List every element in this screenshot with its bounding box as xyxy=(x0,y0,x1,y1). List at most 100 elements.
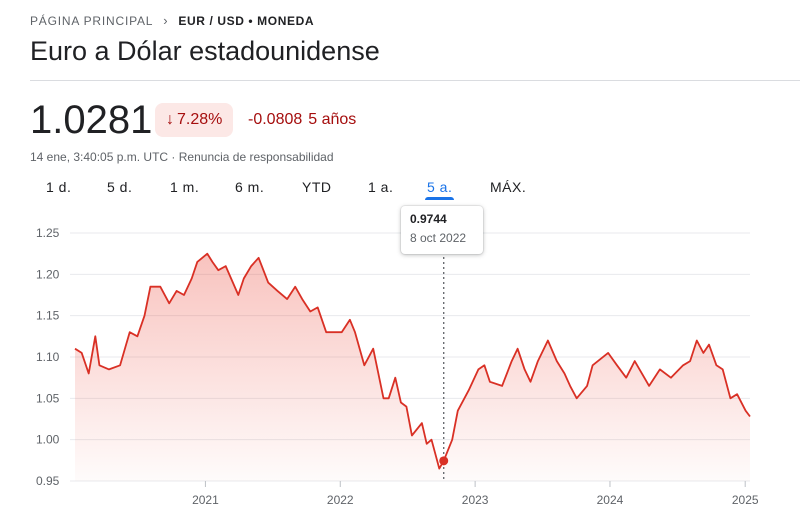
data-point xyxy=(388,397,390,399)
marker-dot xyxy=(439,456,449,466)
data-point xyxy=(634,360,636,362)
data-point xyxy=(301,298,303,300)
page-title: Euro a Dólar estadounidense xyxy=(30,36,380,66)
x-tick-label: 2025 xyxy=(732,493,759,507)
chart-tooltip: 0.9744 8 oct 2022 xyxy=(401,206,483,254)
breadcrumb-home-link[interactable]: PÁGINA PRINCIPAL xyxy=(30,13,154,28)
arrow-down-icon: ↓ xyxy=(166,111,174,128)
change-absolute-value: -0.0808 xyxy=(248,111,303,128)
data-point xyxy=(736,393,738,395)
data-point xyxy=(286,298,288,300)
data-point xyxy=(708,344,710,346)
data-point xyxy=(537,360,539,362)
change-absolute: -0.0808 5 años xyxy=(248,111,362,129)
data-point xyxy=(129,331,131,333)
data-point xyxy=(616,364,618,366)
data-point xyxy=(191,278,193,280)
x-tick-label: 2024 xyxy=(597,493,624,507)
data-point xyxy=(168,302,170,304)
tab-5y[interactable]: 5 a. xyxy=(424,172,455,202)
data-point xyxy=(108,369,110,371)
data-point xyxy=(225,265,227,267)
data-point xyxy=(484,364,486,366)
y-tick-label: 1.05 xyxy=(36,391,60,405)
data-point xyxy=(530,381,532,383)
y-tick-label: 1.15 xyxy=(36,309,60,323)
data-point xyxy=(206,253,208,255)
data-point xyxy=(277,290,279,292)
header-divider xyxy=(30,80,800,81)
data-point xyxy=(159,286,161,288)
data-point xyxy=(250,265,252,267)
data-point xyxy=(309,311,311,313)
data-point xyxy=(696,340,698,342)
data-point xyxy=(682,364,684,366)
tab-1d[interactable]: 1 d. xyxy=(46,179,72,195)
tab-5d[interactable]: 5 d. xyxy=(107,179,133,195)
data-point xyxy=(501,385,503,387)
change-period: 5 años xyxy=(308,111,357,128)
data-point xyxy=(394,377,396,379)
data-point xyxy=(137,335,139,337)
data-point xyxy=(703,352,705,354)
data-point xyxy=(196,261,198,263)
data-point xyxy=(670,377,672,379)
breadcrumb-current: EUR / USD • MONEDA xyxy=(178,13,315,28)
disclaimer-link[interactable]: Renuncia de responsabilidad xyxy=(178,150,334,164)
data-point xyxy=(333,331,335,333)
data-point xyxy=(400,402,402,404)
x-tick-label: 2023 xyxy=(462,493,489,507)
data-point xyxy=(74,348,76,350)
data-point xyxy=(586,385,588,387)
data-point xyxy=(468,389,470,391)
data-point xyxy=(176,290,178,292)
data-point xyxy=(243,278,245,280)
data-point xyxy=(183,294,185,296)
data-point xyxy=(363,364,365,366)
data-point xyxy=(431,439,433,441)
tab-1y[interactable]: 1 a. xyxy=(368,179,394,195)
data-point xyxy=(317,307,319,309)
chevron-right-icon: › xyxy=(163,13,169,28)
y-tick-label: 1.10 xyxy=(36,350,60,364)
y-tick-label: 0.95 xyxy=(36,474,60,488)
breadcrumb: PÁGINA PRINCIPAL › EUR / USD • MONEDA xyxy=(30,13,314,28)
data-point xyxy=(716,364,718,366)
data-point xyxy=(607,352,609,354)
data-point xyxy=(648,385,650,387)
data-point xyxy=(119,364,121,366)
data-point xyxy=(144,315,146,317)
data-point xyxy=(354,331,356,333)
data-point xyxy=(722,369,724,371)
tab-max[interactable]: MÁX. xyxy=(490,179,527,195)
price-line xyxy=(74,252,751,470)
y-tick-label: 1.25 xyxy=(36,226,60,240)
current-price: 1.0281 xyxy=(30,98,153,142)
timestamp: 14 ene, 3:40:05 p.m. UTC · xyxy=(30,150,179,164)
tab-ytd[interactable]: YTD xyxy=(302,179,332,195)
data-point xyxy=(569,385,571,387)
data-point xyxy=(745,410,747,412)
change-percent-badge: ↓ 7.28% xyxy=(155,103,234,137)
data-point xyxy=(564,373,566,375)
data-point xyxy=(258,257,260,259)
data-point xyxy=(625,377,627,379)
data-point xyxy=(406,406,408,408)
data-point xyxy=(659,369,661,371)
data-point xyxy=(489,381,491,383)
price-chart[interactable]: 1.25 1.20 1.15 1.10 1.05 1.00 0.95 2021 2022 202… xyxy=(0,200,800,530)
data-point xyxy=(438,468,440,470)
data-point xyxy=(547,340,549,342)
tab-6m[interactable]: 6 m. xyxy=(235,179,265,195)
data-point xyxy=(457,410,459,412)
data-point xyxy=(294,286,296,288)
data-point xyxy=(383,397,385,399)
data-point xyxy=(451,439,453,441)
x-tick-label: 2021 xyxy=(192,493,219,507)
data-point xyxy=(517,348,519,350)
tab-1m[interactable]: 1 m. xyxy=(170,179,200,195)
data-point xyxy=(237,294,239,296)
data-point xyxy=(749,416,751,418)
data-point xyxy=(592,364,594,366)
data-point xyxy=(94,335,96,337)
